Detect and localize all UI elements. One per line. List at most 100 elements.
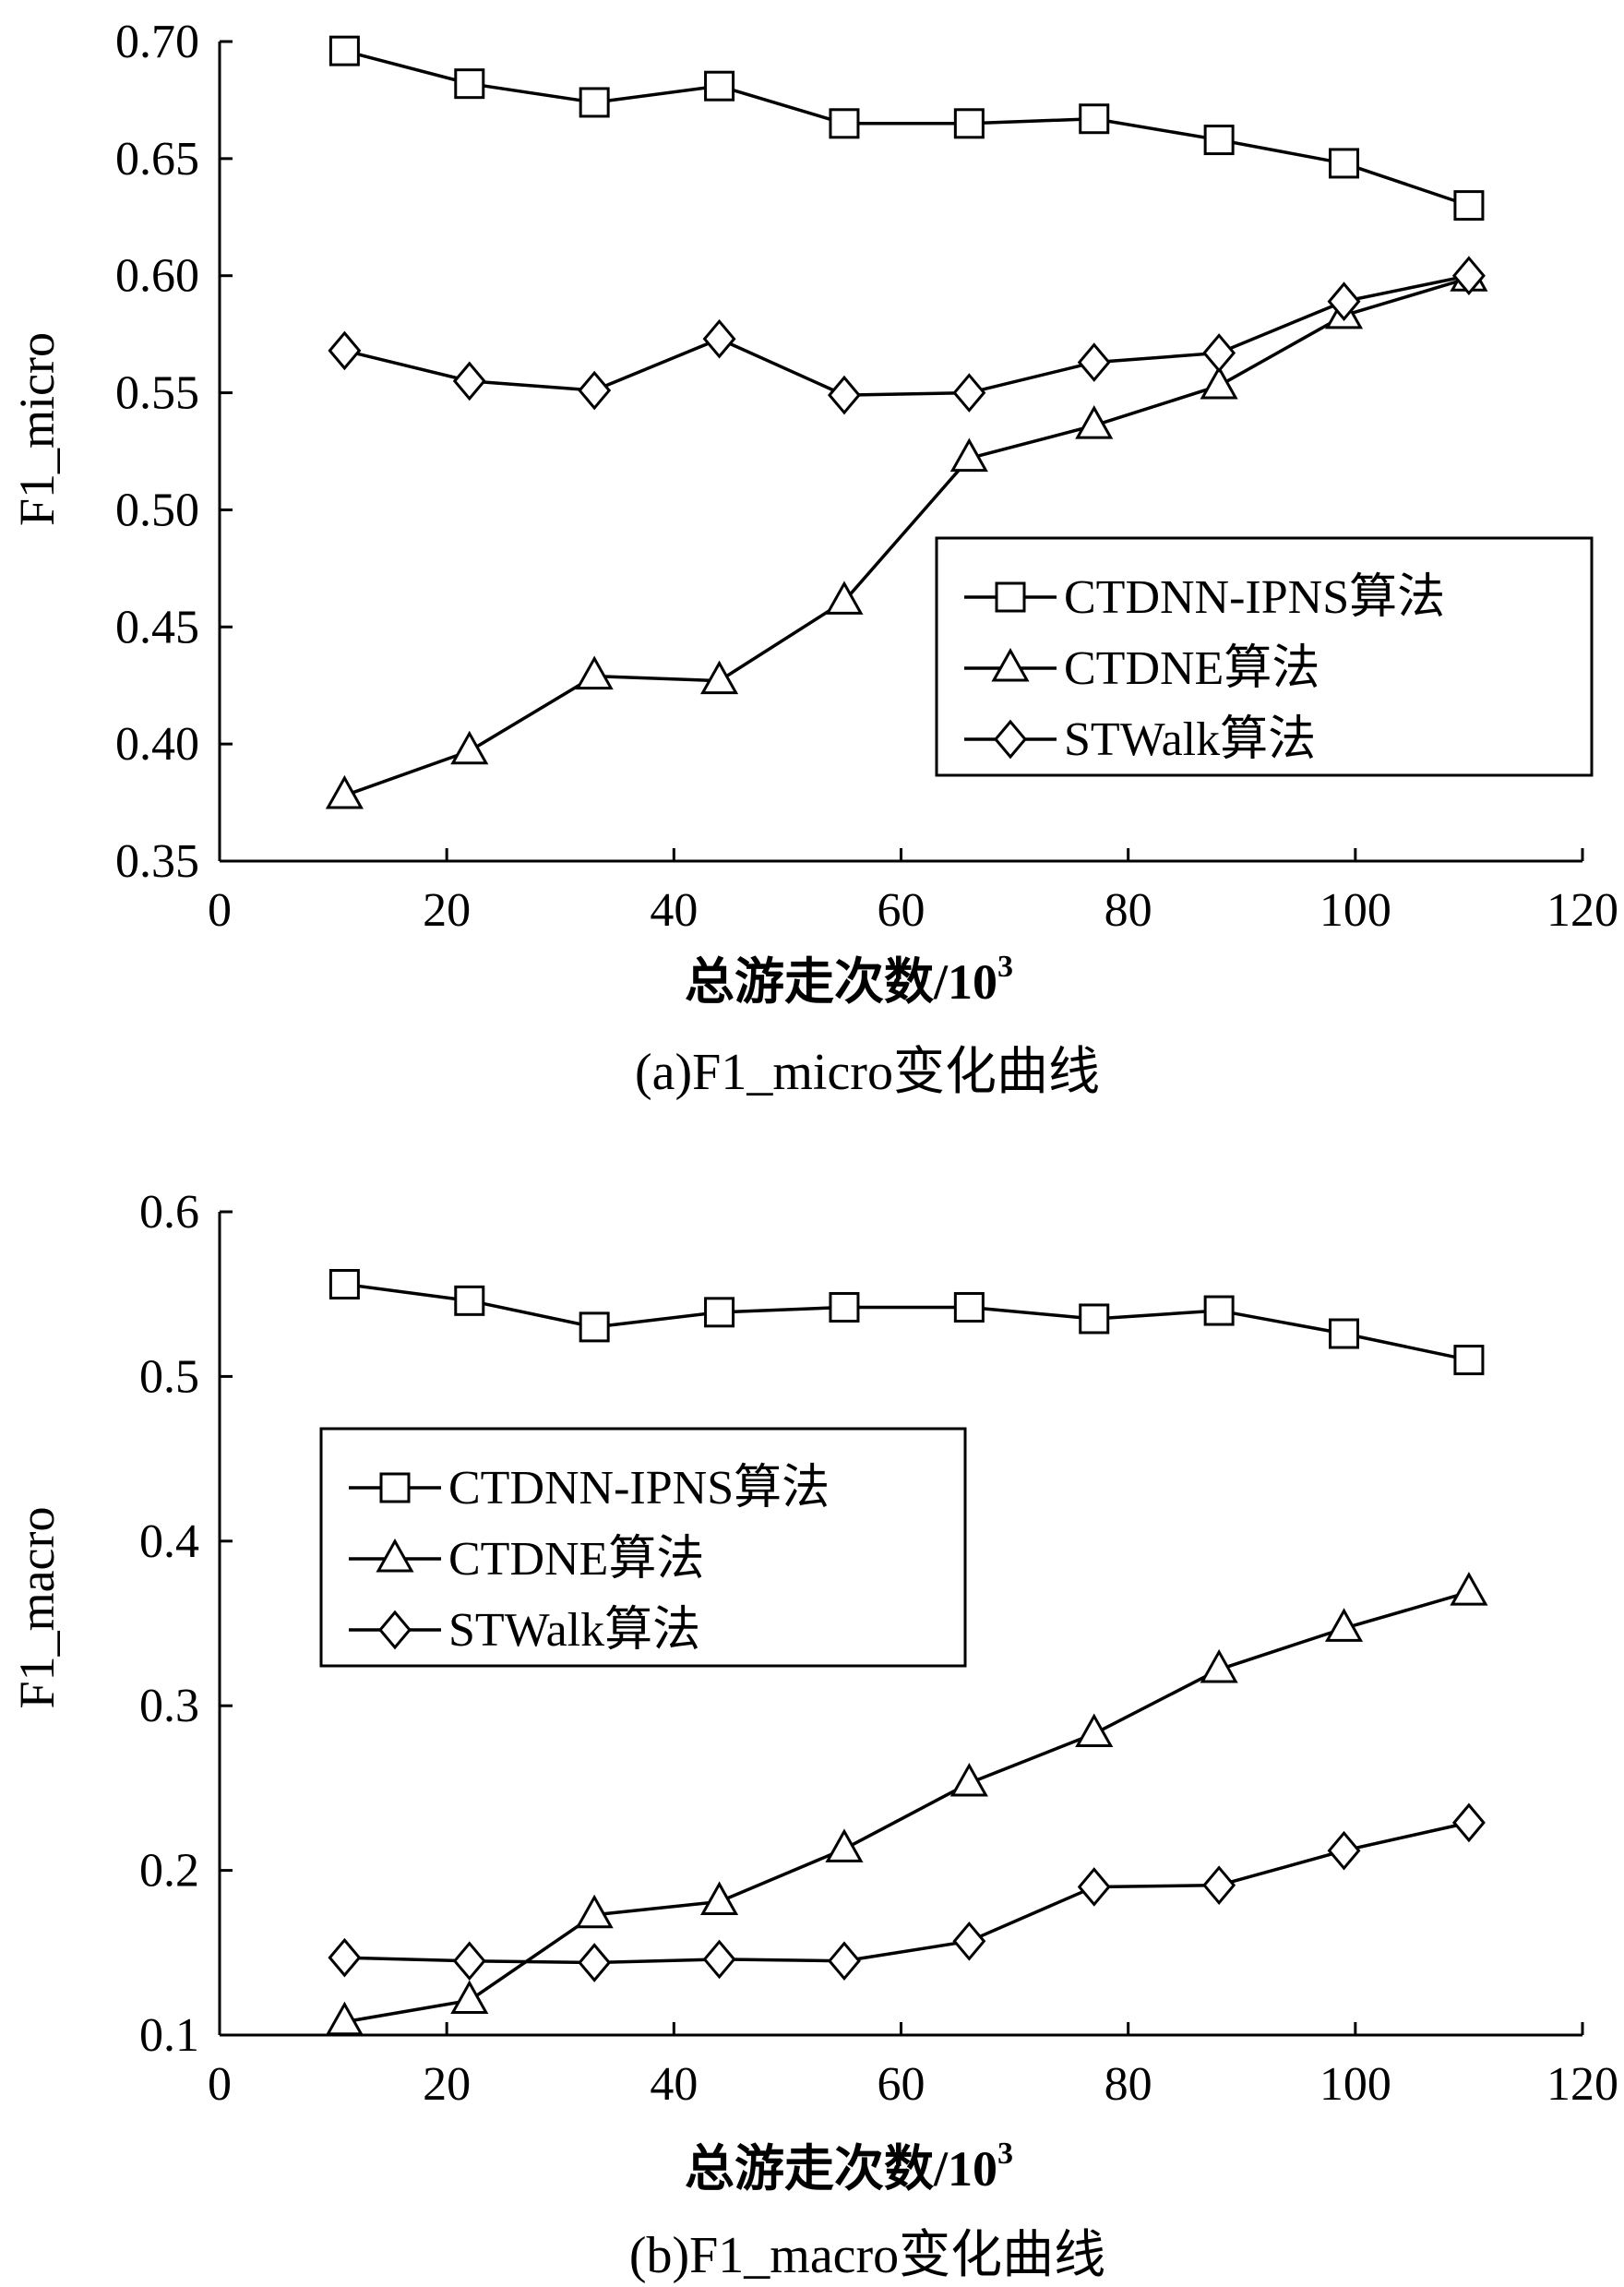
legend-marker-b-0 [379, 1472, 411, 1503]
x-tick-label-a-2: 40 [650, 884, 698, 937]
point-b-0-9 [1453, 1345, 1485, 1376]
point-a-2-9 [1451, 256, 1486, 296]
y-tick-label-a-6: 0.65 [115, 133, 199, 186]
legend-marker-b-1 [376, 1538, 414, 1573]
legend-item-b-1: CTDNE算法 [349, 1533, 704, 1586]
legend-marker-a-2 [994, 719, 1027, 760]
x-tick-label-a-3: 60 [878, 884, 925, 937]
point-b-1-6 [1075, 1713, 1114, 1748]
point-a-1-1 [450, 730, 489, 765]
point-a-0-4 [829, 108, 860, 139]
y-tick-label-a-4: 0.55 [115, 367, 199, 420]
point-b-2-2 [578, 1943, 612, 1982]
x-tick-label-b-5: 100 [1320, 2058, 1391, 2111]
x-tick-label-a-0: 0 [208, 884, 232, 937]
y-tick-label-b-4: 0.5 [139, 1350, 199, 1403]
point-b-2-4 [827, 1941, 861, 1982]
x-tick-label-a-5: 100 [1320, 884, 1391, 937]
point-b-2-3 [702, 1939, 736, 1980]
series-line-b-2 [344, 1821, 1470, 1965]
legend-item-a-2: STWalk算法 [964, 713, 1316, 766]
point-a-2-2 [578, 370, 612, 411]
chart-f1-micro: 0.35 0.40 0.45 0.50 0.55 0.60 0.65 0.70 0 20 40 60 8… [9, 16, 1618, 1101]
point-a-1-7 [1200, 365, 1238, 400]
point-a-0-1 [454, 68, 485, 100]
point-b-1-3 [700, 1881, 739, 1915]
point-b-1-7 [1200, 1648, 1238, 1683]
point-b-2-9 [1451, 1802, 1486, 1843]
point-b-1-5 [949, 1762, 988, 1797]
point-a-1-6 [1075, 405, 1114, 439]
legend-box-b [319, 1427, 967, 1668]
x-tick-label-b-1: 20 [423, 2058, 471, 2111]
point-a-1-0 [325, 774, 364, 809]
legend-item-b-2: STWalk算法 [349, 1604, 700, 1657]
point-b-0-7 [1203, 1295, 1235, 1326]
point-b-2-5 [952, 1921, 986, 1961]
x-tick-label-b-0: 0 [208, 2058, 232, 2111]
x-axis-title-b: 总游走次数/103 [685, 2137, 1013, 2197]
point-b-2-7 [1202, 1865, 1236, 1905]
caption-b: (b)F1_macro变化曲线 [629, 2227, 1105, 2284]
x-tick-label-b-6: 120 [1546, 2058, 1618, 2111]
series-line-b-0 [344, 1282, 1470, 1362]
x-axis-title-a: 总游走次数/103 [685, 950, 1013, 1010]
point-b-0-5 [953, 1291, 985, 1323]
point-b-1-2 [575, 1894, 614, 1929]
y-tick-label-b-5: 0.6 [139, 1186, 199, 1239]
point-a-2-7 [1202, 333, 1236, 373]
plot-area-a: 0.35 0.40 0.45 0.50 0.55 0.60 0.65 0.70 0 20 40 60 8… [115, 16, 1618, 937]
series-line-a-1 [343, 276, 1470, 797]
point-a-0-7 [1203, 125, 1235, 156]
point-b-2-0 [328, 1937, 362, 1978]
legend-item-a-0: CTDNN-IPNS算法 [964, 571, 1445, 624]
point-a-0-2 [579, 87, 610, 118]
y-tick-label-a-5: 0.60 [115, 250, 199, 303]
x-tick-label-b-4: 80 [1105, 2058, 1152, 2111]
point-a-2-8 [1327, 281, 1361, 321]
legend-item-b-0: CTDNN-IPNS算法 [349, 1462, 830, 1515]
y-tick-label-a-2: 0.45 [115, 601, 199, 653]
point-a-0-6 [1079, 103, 1110, 135]
legend-label-b-1: CTDNE算法 [448, 1533, 704, 1586]
point-b-1-1 [450, 1980, 489, 2015]
legend-label-b-0: CTDNN-IPNS算法 [448, 1462, 830, 1515]
y-tick-label-a-0: 0.35 [115, 835, 199, 888]
point-a-0-5 [953, 108, 985, 139]
y-tick-label-a-7: 0.70 [115, 16, 199, 68]
series-b-0 [328, 1268, 1485, 1376]
point-a-2-5 [952, 373, 986, 413]
legend-label-a-2: STWalk算法 [1064, 713, 1316, 766]
y-tick-label-a-1: 0.40 [115, 718, 199, 771]
point-a-1-4 [825, 581, 864, 615]
point-a-0-8 [1329, 148, 1360, 179]
y-tick-label-b-2: 0.3 [139, 1680, 199, 1732]
point-a-2-1 [452, 361, 486, 401]
x-tick-label-a-6: 120 [1546, 884, 1618, 937]
legend-label-a-0: CTDNN-IPNS算法 [1064, 571, 1445, 624]
point-b-0-4 [829, 1291, 860, 1323]
point-a-0-9 [1453, 190, 1485, 222]
series-b-2 [328, 1802, 1486, 1982]
point-b-1-0 [325, 2001, 364, 2036]
legend-item-a-1: CTDNE算法 [964, 642, 1320, 695]
point-b-0-3 [704, 1297, 735, 1328]
point-b-1-9 [1450, 1572, 1488, 1606]
point-b-0-1 [454, 1285, 485, 1316]
y-tick-label-b-3: 0.4 [139, 1515, 199, 1568]
y-tick-label-a-3: 0.50 [115, 484, 199, 536]
point-a-1-5 [949, 437, 988, 473]
legend-label-a-1: CTDNE算法 [1064, 642, 1320, 695]
point-a-1-2 [575, 655, 614, 690]
legend-marker-b-2 [378, 1610, 412, 1650]
point-b-2-8 [1327, 1830, 1361, 1871]
y-tick-label-b-1: 0.2 [139, 1845, 199, 1898]
point-a-2-6 [1077, 342, 1111, 382]
series-b-1 [325, 1572, 1488, 2036]
caption-a: (a)F1_micro变化曲线 [635, 1044, 1100, 1101]
chart-f1-macro: 0.1 0.2 0.3 0.4 0.5 0.6 0 20 40 60 80 100 120 F1_mac… [9, 1186, 1618, 2284]
series-line-b-1 [344, 1590, 1470, 2024]
plot-area-b: 0.1 0.2 0.3 0.4 0.5 0.6 0 20 40 60 80 100 120 [139, 1186, 1618, 2111]
series-line-a-0 [343, 49, 1470, 208]
